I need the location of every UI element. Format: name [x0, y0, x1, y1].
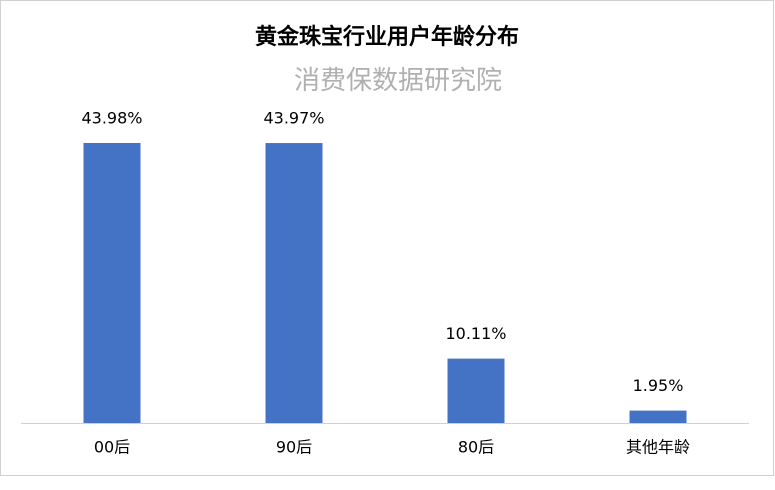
chart-title: 黄金珠宝行业用户年龄分布 — [255, 24, 519, 50]
value-label: 1.95% — [633, 376, 684, 395]
x-tick-label: 90后 — [276, 438, 312, 457]
x-tick-label: 00后 — [94, 438, 130, 457]
value-label: 10.11% — [445, 324, 506, 343]
x-tick-label: 其他年龄 — [626, 438, 690, 457]
bar — [629, 410, 687, 423]
bar — [83, 143, 141, 423]
bar — [447, 358, 505, 423]
value-label: 43.98% — [81, 109, 142, 128]
value-label: 43.97% — [263, 109, 324, 128]
chart-subtitle: 消费保数据研究院 — [294, 66, 502, 96]
x-tick-label: 80后 — [458, 438, 494, 457]
bar — [265, 143, 323, 423]
